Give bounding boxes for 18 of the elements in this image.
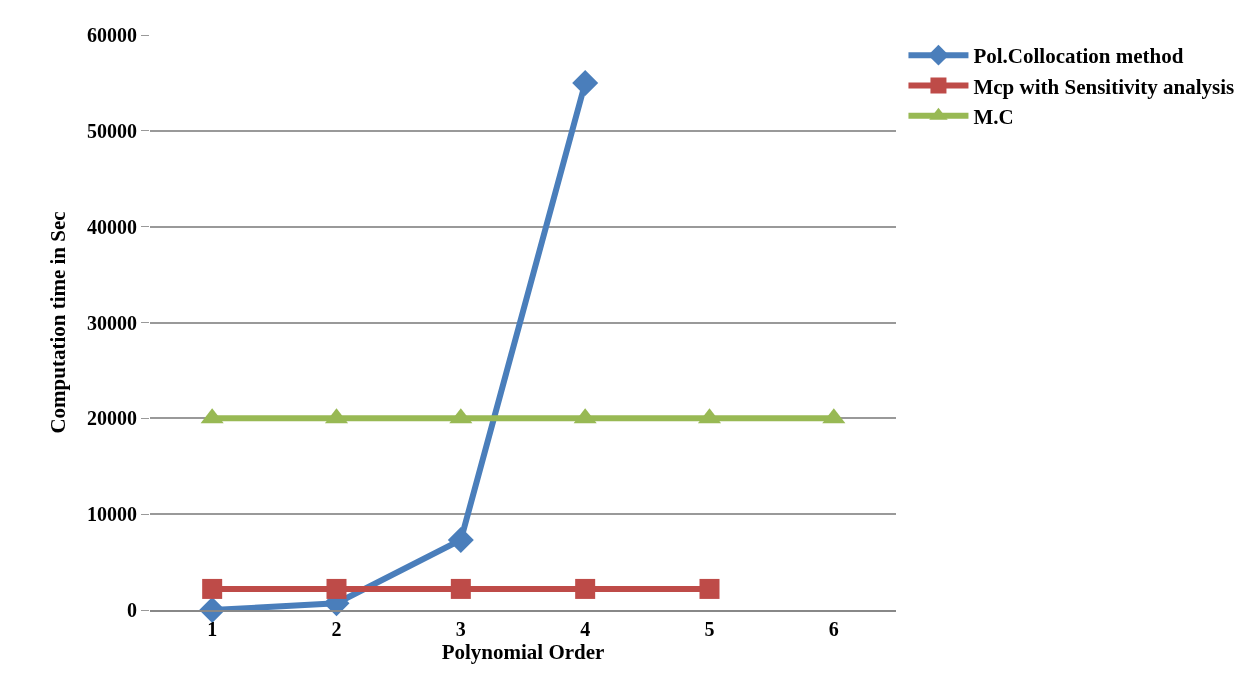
legend-label: Mcp with Sensitivity analysis bbox=[973, 74, 1235, 99]
y-axis-title: Computation time in Sec bbox=[46, 211, 71, 434]
y-tick-label: 10000 bbox=[87, 503, 137, 526]
x-tick-label: 2 bbox=[331, 618, 342, 640]
y-tick-label: 30000 bbox=[87, 311, 137, 334]
legend-label: M.C bbox=[973, 104, 1014, 129]
y-tick-label: 20000 bbox=[87, 407, 137, 430]
y-tick-label: 0 bbox=[127, 599, 137, 621]
x-tick-label: 5 bbox=[704, 618, 715, 640]
x-tick-label: 4 bbox=[580, 618, 591, 640]
y-tick-label: 50000 bbox=[87, 119, 137, 142]
y-tick-label: 40000 bbox=[87, 215, 137, 238]
x-tick-label: 1 bbox=[207, 618, 218, 640]
x-tick-label: 6 bbox=[828, 618, 839, 640]
x-tick-label: 3 bbox=[455, 618, 466, 640]
legend-label: Pol.Collocation method bbox=[973, 44, 1184, 69]
y-tick-label: 60000 bbox=[87, 24, 137, 46]
x-axis-title: Polynomial Order bbox=[441, 640, 605, 664]
